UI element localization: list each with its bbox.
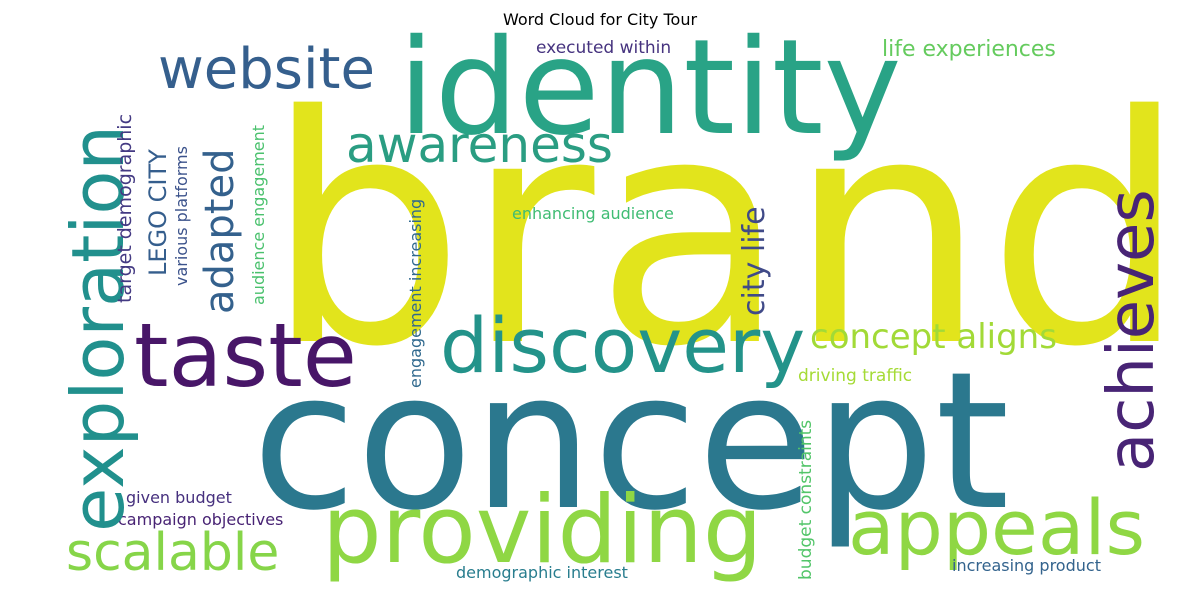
word-driving-traffic: driving traffic: [798, 366, 913, 386]
word-engagement-increasing: engagement increasing: [406, 198, 425, 388]
chart-title: Word Cloud for City Tour: [502, 10, 698, 29]
word-website: website: [158, 37, 375, 102]
word-demographic-interest: demographic interest: [456, 563, 628, 582]
word-identity: identity: [398, 11, 902, 165]
word-concept-aligns: concept aligns: [810, 317, 1057, 357]
word-target-demographic: target demographic: [114, 113, 136, 303]
word-providing: providing: [322, 476, 763, 585]
word-achieves: achieves: [1095, 189, 1169, 472]
word-appeals: appeals: [848, 483, 1146, 572]
word-taste: taste: [134, 304, 357, 407]
word-concept: concept: [252, 331, 1010, 552]
word-life-experiences: life experiences: [882, 37, 1056, 62]
word-budget-constraints: budget constraints: [796, 419, 816, 580]
word-increasing-product: increasing product: [952, 556, 1101, 575]
word-awareness: awareness: [346, 116, 613, 174]
word-given-budget: given budget: [126, 488, 232, 507]
word-audience-engagement: audience engagement: [249, 124, 268, 305]
word-executed-within: executed within: [536, 38, 672, 58]
word-lego-city: LEGO CITY: [144, 149, 172, 276]
word-discovery: discovery: [440, 301, 806, 390]
word-brand: brand: [265, 50, 1188, 416]
word-campaign-objectives: campaign objectives: [118, 510, 284, 529]
word-scalable: scalable: [66, 523, 280, 583]
word-adapted: adapted: [197, 148, 243, 315]
word-enhancing-audience: enhancing audience: [512, 204, 674, 223]
word-various-platforms: various platforms: [172, 146, 191, 286]
word-city-life: city life: [737, 206, 772, 316]
